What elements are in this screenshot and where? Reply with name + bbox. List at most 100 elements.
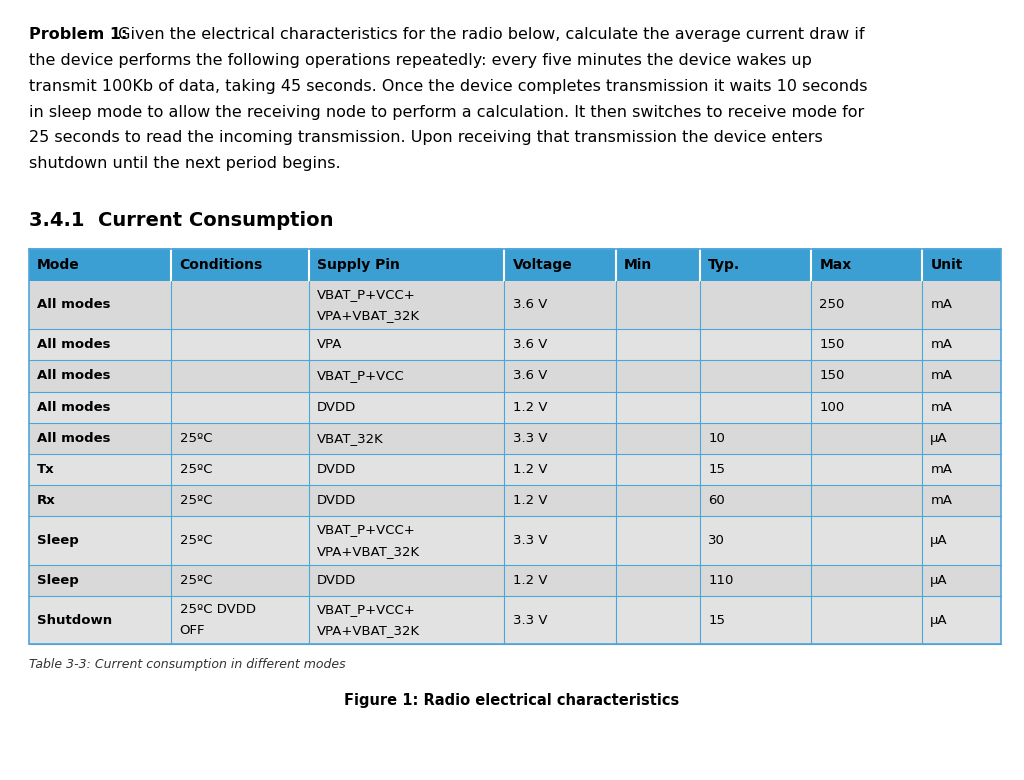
Text: VPA+VBAT_32K: VPA+VBAT_32K xyxy=(317,544,420,558)
Text: μA: μA xyxy=(931,432,948,445)
Text: 110: 110 xyxy=(709,574,733,587)
Bar xyxy=(505,454,615,485)
Text: 3.4.1  Current Consumption: 3.4.1 Current Consumption xyxy=(29,211,333,230)
Bar xyxy=(171,565,309,596)
Text: 3.6 V: 3.6 V xyxy=(513,339,547,351)
Text: Max: Max xyxy=(819,258,852,271)
Text: 30: 30 xyxy=(709,534,725,547)
Bar xyxy=(700,329,811,360)
Bar xyxy=(615,516,700,565)
Text: 25 seconds to read the incoming transmission. Upon receiving that transmission t: 25 seconds to read the incoming transmis… xyxy=(29,130,822,145)
Text: 25ºC: 25ºC xyxy=(179,495,212,507)
Bar xyxy=(171,249,309,281)
Text: 150: 150 xyxy=(819,339,845,351)
Bar xyxy=(29,516,171,565)
Bar xyxy=(923,249,1001,281)
Text: All modes: All modes xyxy=(37,339,111,351)
Bar xyxy=(700,454,811,485)
Bar xyxy=(700,596,811,644)
Text: DVDD: DVDD xyxy=(317,574,356,587)
Text: μA: μA xyxy=(931,574,948,587)
Bar xyxy=(29,485,171,516)
Text: Conditions: Conditions xyxy=(179,258,263,271)
Text: μA: μA xyxy=(931,534,948,547)
Bar xyxy=(309,454,505,485)
Text: the device performs the following operations repeatedly: every five minutes the : the device performs the following operat… xyxy=(29,53,812,68)
Bar xyxy=(309,281,505,329)
Bar xyxy=(615,281,700,329)
Bar xyxy=(29,596,171,644)
Bar xyxy=(505,392,615,423)
Bar xyxy=(29,249,1001,644)
Text: DVDD: DVDD xyxy=(317,401,356,413)
Bar xyxy=(923,360,1001,392)
Text: mA: mA xyxy=(931,463,952,476)
Bar xyxy=(171,485,309,516)
Text: 1.2 V: 1.2 V xyxy=(513,495,547,507)
Bar xyxy=(309,423,505,454)
Bar xyxy=(615,360,700,392)
Text: 3.6 V: 3.6 V xyxy=(513,370,547,382)
Bar xyxy=(811,329,923,360)
Text: 3.3 V: 3.3 V xyxy=(513,614,547,626)
Text: Supply Pin: Supply Pin xyxy=(317,258,400,271)
Text: 10: 10 xyxy=(709,432,725,445)
Bar xyxy=(923,281,1001,329)
Bar xyxy=(505,360,615,392)
Bar xyxy=(29,249,171,281)
Text: 100: 100 xyxy=(819,401,845,413)
Bar xyxy=(309,516,505,565)
Bar xyxy=(923,423,1001,454)
Bar xyxy=(700,360,811,392)
Text: 25ºC: 25ºC xyxy=(179,574,212,587)
Text: 25ºC DVDD: 25ºC DVDD xyxy=(179,603,256,616)
Bar xyxy=(171,329,309,360)
Bar xyxy=(811,485,923,516)
Bar xyxy=(615,454,700,485)
Text: Problem 1:: Problem 1: xyxy=(29,27,127,42)
Bar xyxy=(811,565,923,596)
Bar xyxy=(811,423,923,454)
Bar xyxy=(309,360,505,392)
Text: VPA: VPA xyxy=(317,339,342,351)
Bar xyxy=(505,565,615,596)
Text: mA: mA xyxy=(931,401,952,413)
Text: Mode: Mode xyxy=(37,258,80,271)
Bar xyxy=(700,565,811,596)
Text: VPA+VBAT_32K: VPA+VBAT_32K xyxy=(317,624,420,637)
Bar xyxy=(811,392,923,423)
Bar xyxy=(29,392,171,423)
Bar xyxy=(615,423,700,454)
Text: VBAT_P+VCC: VBAT_P+VCC xyxy=(317,370,404,382)
Bar xyxy=(811,516,923,565)
Text: VBAT_32K: VBAT_32K xyxy=(317,432,384,445)
Text: transmit 100Kb of data, taking 45 seconds. Once the device completes transmissio: transmit 100Kb of data, taking 45 second… xyxy=(29,79,867,94)
Bar xyxy=(700,485,811,516)
Text: Shutdown: Shutdown xyxy=(37,614,112,626)
Text: VBAT_P+VCC+: VBAT_P+VCC+ xyxy=(317,523,416,537)
Text: Tx: Tx xyxy=(37,463,54,476)
Text: mA: mA xyxy=(931,495,952,507)
Bar xyxy=(615,392,700,423)
Text: 1.2 V: 1.2 V xyxy=(513,574,547,587)
Bar xyxy=(309,596,505,644)
Bar xyxy=(615,565,700,596)
Text: 25ºC: 25ºC xyxy=(179,534,212,547)
Text: All modes: All modes xyxy=(37,299,111,311)
Bar xyxy=(923,454,1001,485)
Text: 3.3 V: 3.3 V xyxy=(513,534,547,547)
Bar xyxy=(811,249,923,281)
Text: 1.2 V: 1.2 V xyxy=(513,401,547,413)
Text: VPA+VBAT_32K: VPA+VBAT_32K xyxy=(317,309,420,322)
Bar xyxy=(923,516,1001,565)
Text: μA: μA xyxy=(931,614,948,626)
Text: Table 3-3: Current consumption in different modes: Table 3-3: Current consumption in differ… xyxy=(29,658,345,672)
Text: All modes: All modes xyxy=(37,401,111,413)
Bar xyxy=(29,329,171,360)
Bar xyxy=(811,360,923,392)
Bar xyxy=(171,360,309,392)
Bar xyxy=(615,329,700,360)
Text: VBAT_P+VCC+: VBAT_P+VCC+ xyxy=(317,603,416,616)
Bar xyxy=(171,516,309,565)
Bar xyxy=(309,392,505,423)
